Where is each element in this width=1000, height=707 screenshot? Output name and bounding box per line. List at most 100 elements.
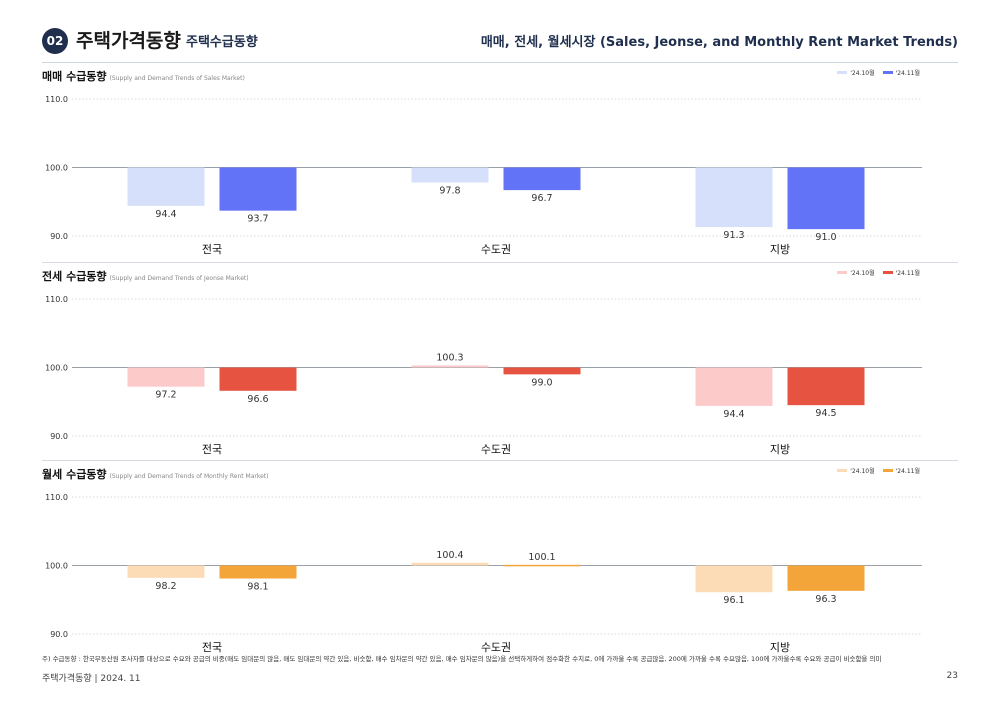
section-number-badge: 02 bbox=[42, 28, 68, 54]
chart-legend: '24.10월 '24.11월 bbox=[837, 466, 920, 475]
jeonse-bar-chart: 110.0 100.0 90.0 97.2 100.3 94.4 96.6 99.0 94.5 전… bbox=[45, 295, 922, 456]
legend-swatch bbox=[837, 469, 848, 472]
chart-title-en: (Supply and Demand Trends of Jeonse Mark… bbox=[109, 275, 249, 282]
y-tick-label: 110.0 bbox=[45, 493, 68, 502]
legend-label: '24.11월 bbox=[895, 70, 920, 77]
data-label: 97.8 bbox=[439, 186, 460, 197]
bar bbox=[219, 367, 297, 391]
y-tick-label: 110.0 bbox=[45, 95, 68, 104]
y-tick-label: 100.0 bbox=[45, 364, 68, 373]
legend-item: '24.10월 bbox=[837, 68, 875, 77]
bar bbox=[219, 167, 297, 211]
x-category-label: 전국 bbox=[202, 243, 222, 256]
y-tick-label: 90.0 bbox=[50, 630, 68, 639]
section-title: 매매, 전세, 월세시장 (Sales, Jeonse, and Monthly… bbox=[480, 35, 958, 50]
legend-swatch bbox=[882, 71, 893, 74]
y-tick-label: 110.0 bbox=[45, 295, 68, 304]
y-tick-label: 100.0 bbox=[45, 164, 68, 173]
legend-item: '24.11월 bbox=[882, 268, 920, 277]
data-label: 94.5 bbox=[815, 408, 836, 419]
sales-bar-chart: 110.0 100.0 90.0 94.4 97.8 91.3 93.7 96.7 91.0 전국… bbox=[45, 95, 922, 256]
legend-swatch bbox=[837, 271, 848, 274]
bar bbox=[695, 367, 773, 406]
legend-swatch bbox=[837, 71, 848, 74]
legend-item: '24.11월 bbox=[882, 466, 920, 475]
bar bbox=[411, 167, 489, 183]
bar bbox=[787, 565, 865, 591]
monthly-rent-chart-panel: 월세 수급동향 (Supply and Demand Trends of Mont… bbox=[0, 460, 1000, 660]
y-tick-label: 90.0 bbox=[50, 432, 68, 441]
chart-legend: '24.10월 '24.11월 bbox=[837, 68, 920, 77]
legend-label: '24.10월 bbox=[850, 468, 875, 475]
data-label: 100.4 bbox=[436, 550, 463, 561]
x-category-label: 지방 bbox=[770, 443, 790, 456]
bar bbox=[127, 565, 205, 578]
chart-title-en: (Supply and Demand Trends of Sales Marke… bbox=[109, 75, 245, 82]
legend-item: '24.11월 bbox=[882, 68, 920, 77]
page-number: 23 bbox=[946, 671, 958, 681]
x-category-label: 수도권 bbox=[481, 641, 511, 654]
panel-divider bbox=[42, 460, 958, 461]
data-label: 98.2 bbox=[155, 581, 176, 592]
page-header: 02 주택가격동향 주택수급동향 매매, 전세, 월세시장 (Sales, Je… bbox=[0, 0, 1000, 63]
bar bbox=[411, 562, 489, 566]
chart-title-ko: 월세 수급동향 bbox=[42, 468, 107, 481]
bar bbox=[411, 365, 489, 368]
data-label: 94.4 bbox=[723, 409, 744, 420]
data-label: 100.1 bbox=[528, 552, 555, 563]
chart-title: 전세 수급동향 (Supply and Demand Trends of Jeon… bbox=[42, 268, 249, 284]
header-divider bbox=[42, 62, 958, 63]
bar bbox=[127, 167, 205, 206]
chart-legend: '24.10월 '24.11월 bbox=[837, 268, 920, 277]
x-category-label: 수도권 bbox=[481, 243, 511, 256]
bar bbox=[503, 167, 581, 191]
x-category-label: 전국 bbox=[202, 443, 222, 456]
jeonse-chart-panel: 전세 수급동향 (Supply and Demand Trends of Jeon… bbox=[0, 262, 1000, 462]
page-subtitle: 주택수급동향 bbox=[186, 35, 258, 50]
x-category-label: 전국 bbox=[202, 641, 222, 654]
legend-label: '24.11월 bbox=[895, 468, 920, 475]
monthly-rent-bar-chart: 110.0 100.0 90.0 98.2 100.4 96.1 98.1 100.1 96.3… bbox=[45, 493, 922, 654]
data-label: 100.3 bbox=[436, 352, 463, 363]
data-label: 91.0 bbox=[815, 232, 836, 243]
data-label: 97.2 bbox=[155, 390, 176, 401]
data-label: 94.4 bbox=[155, 209, 176, 220]
legend-label: '24.11월 bbox=[895, 270, 920, 277]
legend-swatch bbox=[882, 469, 893, 472]
x-category-label: 지방 bbox=[770, 243, 790, 256]
bar bbox=[695, 167, 773, 228]
chart-title-ko: 매매 수급동향 bbox=[42, 70, 107, 83]
bar bbox=[503, 564, 581, 567]
bar bbox=[695, 565, 773, 593]
legend-item: '24.10월 bbox=[837, 466, 875, 475]
bar bbox=[787, 167, 865, 230]
legend-label: '24.10월 bbox=[850, 70, 875, 77]
bar bbox=[219, 565, 297, 579]
bar bbox=[787, 367, 865, 406]
legend-item: '24.10월 bbox=[837, 268, 875, 277]
chart-title-en: (Supply and Demand Trends of Monthly Ren… bbox=[109, 473, 269, 480]
legend-label: '24.10월 bbox=[850, 270, 875, 277]
page-title: 주택가격동향 bbox=[76, 30, 181, 52]
chart-title: 월세 수급동향 (Supply and Demand Trends of Mont… bbox=[42, 466, 269, 482]
footer-report-info: 주택가격동향 | 2024. 11 bbox=[42, 674, 141, 684]
chart-title: 매매 수급동향 (Supply and Demand Trends of Sale… bbox=[42, 68, 245, 84]
footnote: 주) 수급동향 : 한국부동산원 조사자를 대상으로 수요와 공급의 비중(매도… bbox=[42, 655, 882, 663]
sales-chart-panel: 매매 수급동향 (Supply and Demand Trends of Sale… bbox=[0, 62, 1000, 262]
x-category-label: 지방 bbox=[770, 641, 790, 654]
data-label: 96.1 bbox=[723, 595, 744, 606]
legend-swatch bbox=[882, 271, 893, 274]
data-label: 91.3 bbox=[723, 230, 744, 241]
data-label: 96.6 bbox=[247, 394, 268, 405]
panel-divider bbox=[42, 262, 958, 263]
bar bbox=[127, 367, 205, 387]
x-category-label: 수도권 bbox=[481, 443, 511, 456]
y-tick-label: 100.0 bbox=[45, 562, 68, 571]
data-label: 99.0 bbox=[531, 377, 552, 388]
data-label: 93.7 bbox=[247, 214, 268, 225]
data-label: 96.7 bbox=[531, 193, 552, 204]
y-tick-label: 90.0 bbox=[50, 232, 68, 241]
data-label: 96.3 bbox=[815, 594, 836, 605]
data-label: 98.1 bbox=[247, 582, 268, 593]
chart-title-ko: 전세 수급동향 bbox=[42, 270, 107, 283]
